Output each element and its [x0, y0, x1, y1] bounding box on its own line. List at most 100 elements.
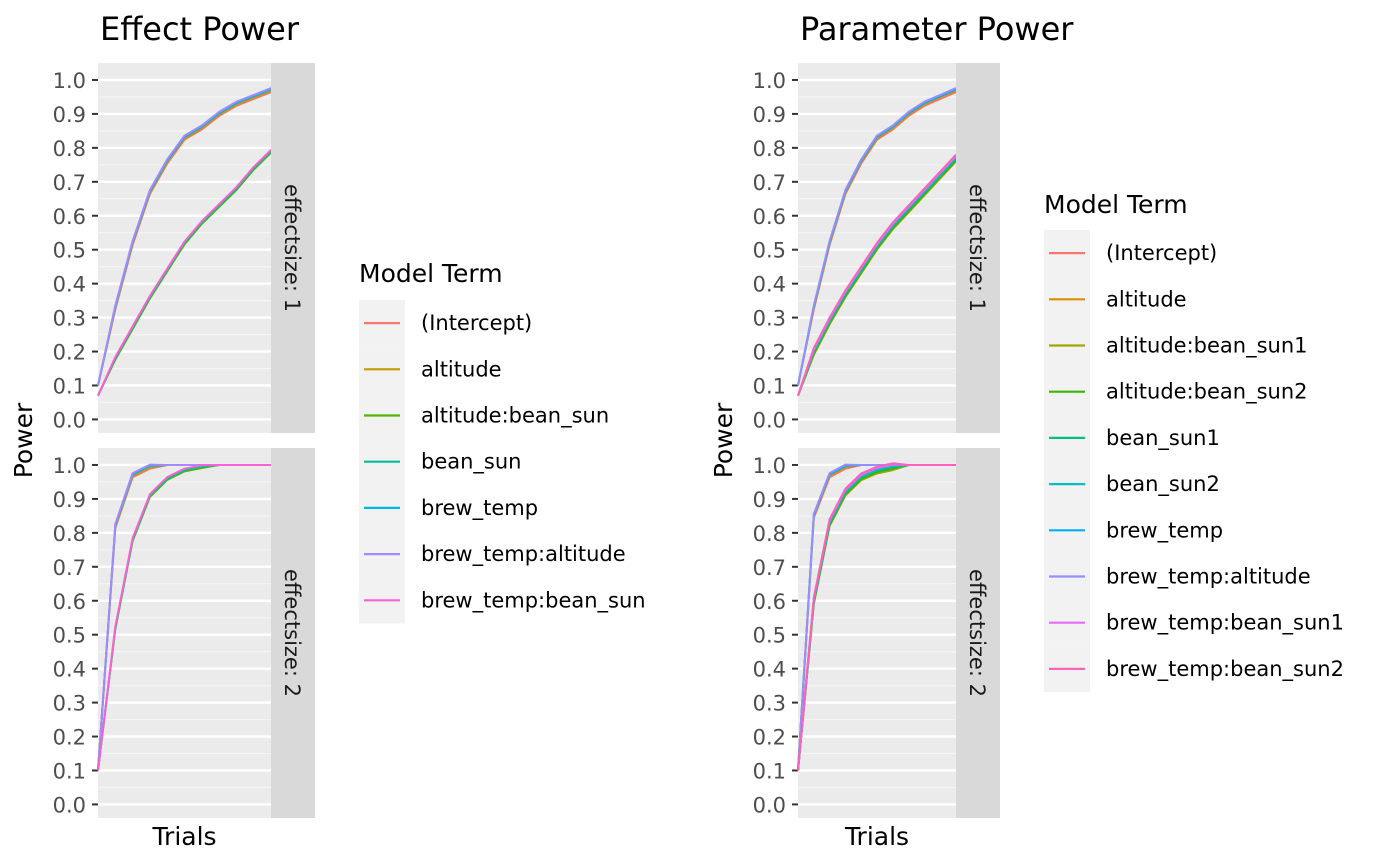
facet-strip	[956, 63, 1000, 433]
y-tick-label: 0.7	[53, 556, 86, 580]
legend-item: altitude	[359, 346, 502, 393]
y-tick-label: 0.9	[53, 488, 86, 512]
legend-label: altitude:bean_sun2	[1106, 380, 1308, 405]
y-tick-label: 0.4	[53, 658, 86, 682]
legend-item: brew_temp:bean_sun1	[1044, 599, 1344, 646]
y-tick-label: 0.0	[753, 793, 786, 817]
panel-background	[98, 448, 271, 818]
y-tick-label: 0.6	[753, 590, 786, 614]
facet-strip-label: effectsize: 2	[965, 569, 989, 697]
y-tick-label: 1.0	[53, 69, 86, 93]
legend-label: bean_sun	[421, 450, 522, 475]
y-tick-label: 0.1	[53, 759, 86, 783]
legend-label: brew_temp:bean_sun1	[1106, 611, 1344, 636]
legend-title: Model Term	[1044, 190, 1188, 219]
y-tick-label: 0.9	[753, 103, 786, 127]
chart-0: Effect PowerPowerTrials0.00.10.20.30.40.…	[9, 10, 646, 851]
y-tick-label: 1.0	[753, 69, 786, 93]
y-tick-label: 1.0	[753, 454, 786, 478]
legend-item: (Intercept)	[1044, 230, 1217, 277]
series-line-brew-temp-altitude	[97, 87, 272, 386]
y-tick-label: 1.0	[53, 454, 86, 478]
legend-item: bean_sun1	[1044, 414, 1220, 461]
series-line-brew-temp-bean-sun2	[797, 462, 956, 771]
y-tick-label: 0.4	[53, 273, 86, 297]
y-tick-label: 0.5	[53, 239, 86, 263]
facet-strip	[271, 63, 315, 433]
chart-title: Parameter Power	[800, 10, 1074, 48]
y-tick-label: 0.5	[753, 239, 786, 263]
facet-strip-label: effectsize: 1	[280, 184, 304, 312]
legend-item: bean_sun	[359, 438, 522, 485]
y-axis-label: Power	[9, 402, 38, 478]
y-axis-label: Power	[709, 402, 738, 478]
series-line-brew-temp-altitude	[797, 87, 957, 386]
facet-panel-0: 0.0 0.1 0.2 0.3 0.4 0.5 0.6 0.7 0.8 0.9 1.0 effects…	[53, 63, 315, 433]
legend: Model Term (Intercept) altitude altitude:be…	[1044, 190, 1344, 692]
legend-item: brew_temp:bean_sun2	[1044, 645, 1344, 692]
x-axis-label: Trials	[844, 822, 909, 851]
y-tick-label: 0.8	[53, 522, 86, 546]
legend-label: altitude	[1106, 287, 1187, 311]
y-tick-label: 0.3	[753, 692, 786, 716]
y-tick-label: 0.3	[53, 692, 86, 716]
legend-label: altitude	[421, 357, 502, 381]
y-tick-label: 0.6	[53, 590, 86, 614]
y-tick-label: 0.8	[53, 137, 86, 161]
legend-title: Model Term	[359, 259, 503, 288]
legend-label: brew_temp:bean_sun	[421, 588, 646, 613]
legend-item: altitude:bean_sun1	[1044, 322, 1308, 369]
legend-label: bean_sun1	[1106, 426, 1220, 451]
legend-label: brew_temp:altitude	[1106, 565, 1311, 590]
y-tick-label: 0.3	[753, 307, 786, 331]
y-tick-label: 0.5	[753, 624, 786, 648]
y-tick-label: 0.2	[53, 726, 86, 750]
facet-strip-label: effectsize: 1	[965, 184, 989, 312]
facet-strip	[956, 448, 1000, 818]
y-tick-label: 0.6	[53, 205, 86, 229]
facet-panel-1: 0.0 0.1 0.2 0.3 0.4 0.5 0.6 0.7 0.8 0.9 1.0 effects…	[753, 448, 1000, 818]
legend-item: brew_temp	[359, 484, 538, 531]
legend-label: (Intercept)	[421, 311, 532, 335]
y-tick-label: 0.1	[53, 374, 86, 398]
y-tick-label: 0.7	[753, 556, 786, 580]
y-tick-label: 0.1	[753, 759, 786, 783]
y-tick-label: 0.6	[753, 205, 786, 229]
y-tick-label: 0.8	[753, 522, 786, 546]
x-axis-label: Trials	[151, 822, 216, 851]
y-tick-label: 0.4	[753, 658, 786, 682]
facet-panel-1: 0.0 0.1 0.2 0.3 0.4 0.5 0.6 0.7 0.8 0.9 1.0 effects…	[53, 448, 315, 818]
legend-item: altitude:bean_sun	[359, 392, 609, 439]
panel-background	[798, 448, 956, 818]
y-tick-label: 0.3	[53, 307, 86, 331]
legend-label: altitude:bean_sun	[421, 404, 609, 429]
legend-item: (Intercept)	[359, 300, 532, 347]
y-tick-label: 0.9	[753, 488, 786, 512]
legend-label: brew_temp:bean_sun2	[1106, 657, 1344, 682]
legend-label: altitude:bean_sun1	[1106, 334, 1308, 359]
y-tick-label: 0.4	[753, 273, 786, 297]
y-tick-label: 0.7	[53, 171, 86, 195]
facet-strip	[271, 448, 315, 818]
y-tick-label: 0.8	[753, 137, 786, 161]
legend-item: brew_temp	[1044, 507, 1223, 554]
legend-item: brew_temp:altitude	[359, 531, 626, 578]
y-tick-label: 0.7	[753, 171, 786, 195]
facet-strip-label: effectsize: 2	[280, 569, 304, 697]
legend-item: brew_temp:bean_sun	[359, 577, 646, 624]
legend-label: (Intercept)	[1106, 241, 1217, 265]
legend: Model Term (Intercept) altitude altitude:be…	[359, 259, 646, 624]
panel-background	[98, 63, 271, 433]
legend-label: bean_sun2	[1106, 472, 1220, 497]
legend-item: altitude:bean_sun2	[1044, 368, 1308, 415]
series-line-brew-temp-bean-sun	[97, 464, 271, 771]
legend-label: brew_temp:altitude	[421, 542, 626, 567]
y-tick-label: 0.9	[53, 103, 86, 127]
legend-item: bean_sun2	[1044, 461, 1220, 508]
series-line-brew-temp-bean-sun2	[797, 154, 957, 397]
y-tick-label: 0.0	[753, 408, 786, 432]
legend-item: altitude	[1044, 276, 1187, 323]
series-line-brew-temp-bean-sun	[97, 149, 272, 397]
y-tick-label: 0.2	[53, 341, 86, 365]
